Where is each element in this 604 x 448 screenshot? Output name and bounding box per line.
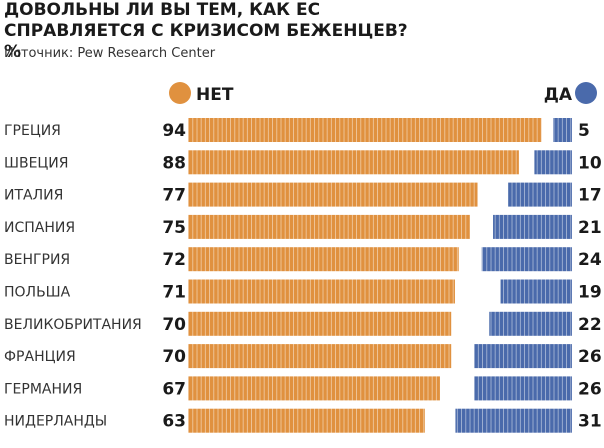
yes-value-label: 31 xyxy=(578,412,602,432)
chart-title: ДОВОЛЬНЫ ЛИ ВЫ ТЕМ, КАК ЕС СПРАВЛЯЕТСЯ С… xyxy=(4,0,408,62)
no-value-label: 70 xyxy=(162,347,186,367)
no-bar xyxy=(188,150,519,175)
legend-yes-marker xyxy=(575,82,597,104)
yes-value-label: 24 xyxy=(578,250,602,270)
chart-row: ШВЕЦИЯ 88 10 xyxy=(4,150,602,175)
legend-yes-label: ДА xyxy=(544,85,573,105)
yes-value-label: 5 xyxy=(578,121,590,141)
chart-row: ВЕНГРИЯ 72 24 xyxy=(4,247,602,272)
yes-bar xyxy=(455,408,572,433)
category-label: ФРАНЦИЯ xyxy=(4,349,76,365)
chart-row: ВЕЛИКОБРИТАНИЯ 70 22 xyxy=(4,311,602,336)
yes-bar xyxy=(474,344,572,369)
yes-value-label: 10 xyxy=(578,153,602,173)
yes-value-label: 26 xyxy=(578,347,602,367)
yes-bar xyxy=(493,214,572,239)
legend-no-marker xyxy=(169,82,191,104)
yes-value-label: 17 xyxy=(578,186,602,206)
yes-bar xyxy=(481,247,572,272)
yes-bar xyxy=(534,150,572,175)
no-bar xyxy=(188,344,452,369)
chart-row: НИДЕРЛАНДЫ 63 31 xyxy=(4,408,602,433)
no-bar xyxy=(188,311,452,336)
yes-value-label: 26 xyxy=(578,379,602,399)
category-label: ГРЕЦИЯ xyxy=(4,123,61,139)
chart-row: ФРАНЦИЯ 70 26 xyxy=(4,344,602,369)
no-value-label: 70 xyxy=(162,315,186,335)
chart-row: ПОЛЬША 71 19 xyxy=(4,279,602,304)
no-bar xyxy=(188,247,459,272)
chart-rows: ГРЕЦИЯ 94 5 ШВЕЦИЯ 88 10 ИТАЛИЯ 77 17 ИСПАНИЯ 75 21… xyxy=(4,118,602,433)
category-label: ВЕНГРИЯ xyxy=(4,252,70,268)
chart-row: ГЕРМАНИЯ 67 26 xyxy=(4,376,602,401)
no-value-label: 94 xyxy=(162,121,186,141)
category-label: ГЕРМАНИЯ xyxy=(4,381,82,397)
yes-bar xyxy=(553,118,572,142)
yes-bar xyxy=(500,279,572,304)
no-value-label: 67 xyxy=(162,379,186,399)
no-bar xyxy=(188,376,440,401)
category-label: ШВЕЦИЯ xyxy=(4,155,69,171)
no-value-label: 71 xyxy=(162,283,186,303)
chart-row: ГРЕЦИЯ 94 5 xyxy=(4,118,590,142)
no-bar xyxy=(188,118,542,142)
yes-value-label: 21 xyxy=(578,218,602,238)
no-bar xyxy=(188,408,425,433)
yes-bar xyxy=(474,376,572,401)
no-bar xyxy=(188,182,478,207)
no-bar xyxy=(188,214,470,239)
category-label: ПОЛЬША xyxy=(4,285,71,301)
no-value-label: 77 xyxy=(162,186,186,206)
no-bar xyxy=(188,279,455,304)
category-label: НИДЕРЛАНДЫ xyxy=(4,414,107,430)
yes-bar xyxy=(489,311,572,336)
no-value-label: 72 xyxy=(162,250,186,270)
legend: НЕТ ДА xyxy=(169,82,597,105)
category-label: ВЕЛИКОБРИТАНИЯ xyxy=(4,317,142,333)
legend-no-label: НЕТ xyxy=(196,85,234,105)
no-value-label: 63 xyxy=(162,412,186,432)
no-value-label: 75 xyxy=(162,218,186,238)
chart-row: ИСПАНИЯ 75 21 xyxy=(4,214,602,239)
no-value-label: 88 xyxy=(162,153,186,173)
chart-row: ИТАЛИЯ 77 17 xyxy=(4,182,602,207)
yes-bar xyxy=(508,182,572,207)
category-label: ИТАЛИЯ xyxy=(4,188,63,204)
yes-value-label: 22 xyxy=(578,315,602,335)
chart-subtitle: Источник: Pew Research Center xyxy=(4,46,216,61)
yes-value-label: 19 xyxy=(578,283,602,303)
category-label: ИСПАНИЯ xyxy=(4,220,75,236)
